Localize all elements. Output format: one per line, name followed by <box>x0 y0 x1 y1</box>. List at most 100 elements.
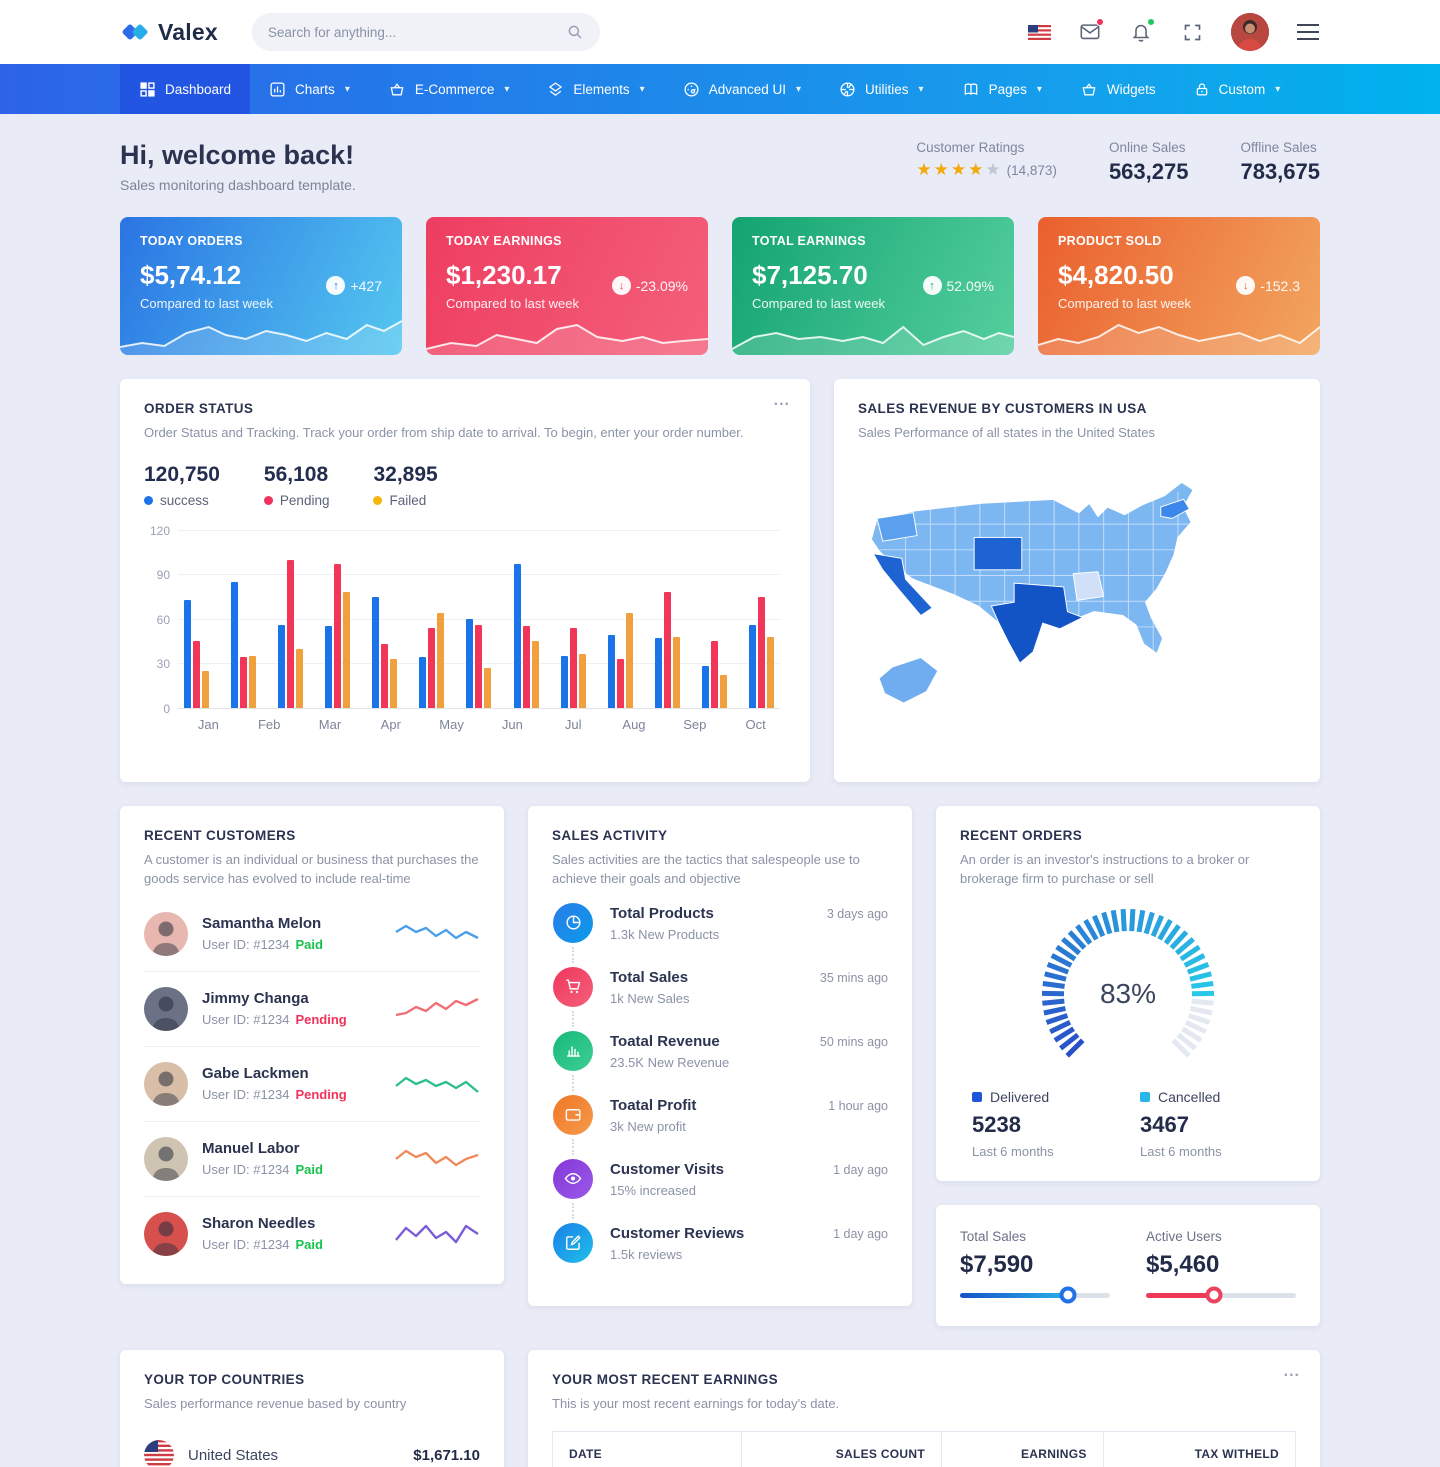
activity-time: 1 day ago <box>833 1226 888 1241</box>
nav-item-utilities[interactable]: Utilities ▾ <box>820 64 943 114</box>
user-avatar[interactable] <box>1231 13 1269 51</box>
nav-item-advanced-ui[interactable]: Advanced UI ▾ <box>664 64 820 114</box>
activity-time: 35 mins ago <box>819 970 888 985</box>
state-california <box>872 552 934 616</box>
card-menu-button[interactable]: ... <box>1283 1362 1300 1380</box>
star-icon: ★ <box>985 160 1003 179</box>
nav-item-elements[interactable]: Elements ▾ <box>528 64 663 114</box>
slider-value: $7,590 <box>960 1250 1034 1278</box>
activity-subtitle: 3k New profit <box>610 1118 686 1134</box>
sales-activity-title: SALES ACTIVITY <box>552 827 668 843</box>
earnings-column-header: TAX WITHELD <box>1102 1431 1297 1467</box>
order-status-subtitle: Order Status and Tracking. Track your or… <box>144 425 744 440</box>
customer-row: Manuel Labor User ID: #1234 Paid <box>144 1122 480 1197</box>
bar-pending <box>569 627 577 708</box>
chevron-down-icon: ▾ <box>918 83 924 95</box>
offline-sales: Offline Sales 783,675 <box>1240 140 1320 185</box>
customer-row: Jimmy Changa User ID: #1234 Pending <box>144 972 480 1047</box>
recent-customers-title: RECENT CUSTOMERS <box>144 827 296 843</box>
bar-group <box>278 559 304 708</box>
brand-name: Valex <box>158 18 218 45</box>
customer-avatar <box>144 986 188 1031</box>
fullscreen-button[interactable] <box>1180 20 1204 44</box>
avatar-image <box>1231 13 1269 51</box>
delta-arrow-icon: ↑ <box>922 276 942 295</box>
bar-failed <box>625 612 633 708</box>
activity-icon <box>553 1222 593 1263</box>
order-stat-label: Pending <box>279 492 330 508</box>
customer-avatar <box>144 911 188 956</box>
slider-handle[interactable] <box>1205 1286 1222 1304</box>
bar-group <box>701 641 727 708</box>
bar-success <box>325 626 333 708</box>
bar-group <box>654 592 680 708</box>
customer-status: Pending <box>295 1087 347 1103</box>
nav-item-widgets[interactable]: Widgets <box>1061 64 1175 114</box>
nav-item-icon <box>139 81 156 98</box>
delta-arrow-icon: ↓ <box>1236 276 1256 295</box>
brand-logo[interactable]: Valex <box>120 17 218 47</box>
search-icon[interactable] <box>566 23 584 41</box>
kpi-cards-row: TODAY ORDERS $5,74.12 Compared to last w… <box>120 217 1320 355</box>
bar-pending <box>287 559 295 708</box>
sales-activity-card: SALES ACTIVITY Sales activities are the … <box>528 805 912 1306</box>
timeline-connector <box>572 1202 574 1219</box>
activity-title: Total Products <box>610 904 714 922</box>
online-sales-label: Online Sales <box>1108 140 1186 155</box>
bar-success <box>184 599 191 708</box>
customer-avatar <box>144 1211 188 1256</box>
fullscreen-icon <box>1184 24 1200 40</box>
customer-sparkline <box>395 1076 479 1093</box>
timeline-connector <box>572 1074 574 1091</box>
nav-item-label: Elements <box>573 81 630 97</box>
legend-dot <box>373 495 383 505</box>
chevron-down-icon: ▾ <box>796 83 802 95</box>
card-menu-button[interactable]: ... <box>773 392 790 409</box>
bar-pending <box>616 658 624 708</box>
activity-item: Toatal Revenue 23.5K New Revenue 50 mins… <box>552 1030 888 1095</box>
customer-user-id: User ID: #1234 <box>202 1012 290 1028</box>
activity-subtitle: 23.5K New Revenue <box>610 1054 730 1070</box>
x-axis-label: Feb <box>257 716 281 732</box>
slider-label: Total Sales <box>960 1228 1027 1244</box>
search-input[interactable] <box>267 24 566 40</box>
order-stat: 56,108 Pending <box>263 463 330 508</box>
bar-failed <box>296 648 304 708</box>
activity-item: Total Sales 1k New Sales 35 mins ago <box>552 966 888 1031</box>
kpi-sparkline <box>426 323 708 355</box>
nav-item-custom[interactable]: Custom ▾ <box>1175 64 1300 114</box>
nav-item-e-commerce[interactable]: E-Commerce ▾ <box>369 64 529 114</box>
activity-icon <box>553 1030 593 1071</box>
bar-success <box>231 581 239 708</box>
global-search[interactable] <box>251 13 600 51</box>
menu-toggle[interactable] <box>1296 20 1320 44</box>
kpi-value: $5,74.12 <box>140 260 242 290</box>
country-row: United States $1,671.10 <box>144 1423 480 1467</box>
order-stat-value: 120,750 <box>144 462 220 486</box>
bar-pending <box>475 624 483 708</box>
messages-icon[interactable] <box>1078 18 1104 44</box>
delta-arrow-icon: ↑ <box>326 276 346 295</box>
order-stat: 120,750 success <box>144 463 220 508</box>
x-axis-label: Aug <box>622 716 646 732</box>
nav-item-dashboard[interactable]: Dashboard <box>120 64 251 114</box>
bar-success <box>701 666 709 708</box>
nav-item-charts[interactable]: Charts ▾ <box>250 64 369 114</box>
bar-success <box>466 618 474 708</box>
legend-period: Last 6 months <box>972 1143 1054 1159</box>
slider-track[interactable] <box>960 1286 1110 1304</box>
activity-subtitle: 1.5k reviews <box>610 1246 683 1262</box>
chevron-down-icon: ▾ <box>1036 83 1042 95</box>
bar-success <box>278 624 286 708</box>
mail-icon <box>1080 24 1100 40</box>
customer-status: Paid <box>295 1162 323 1178</box>
language-flag-icon[interactable] <box>1027 20 1051 44</box>
activity-time: 50 mins ago <box>819 1034 888 1049</box>
slider-handle[interactable] <box>1059 1286 1077 1304</box>
top-countries-card: YOUR TOP COUNTRIES Sales performance rev… <box>120 1349 504 1467</box>
slider-track[interactable] <box>1146 1286 1296 1304</box>
country-value: $1,671.10 <box>413 1446 480 1464</box>
notifications-icon[interactable] <box>1129 18 1155 44</box>
nav-item-pages[interactable]: Pages ▾ <box>943 64 1061 114</box>
nav-item-label: Widgets <box>1106 81 1156 97</box>
